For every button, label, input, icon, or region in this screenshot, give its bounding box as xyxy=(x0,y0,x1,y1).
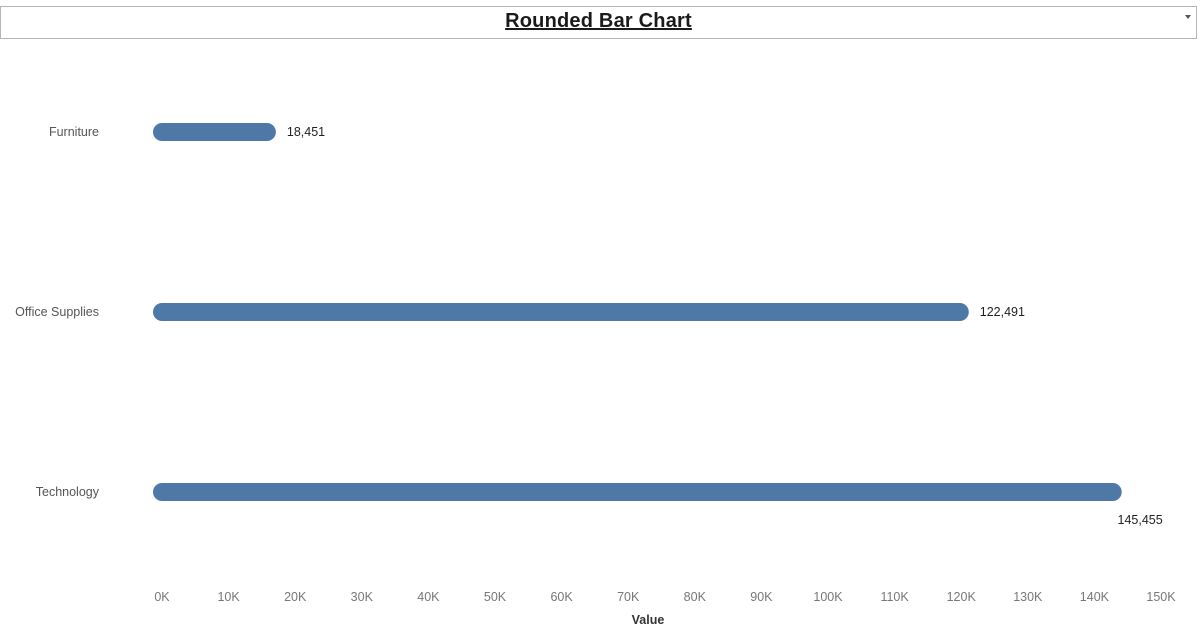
x-tick-label: 70K xyxy=(617,590,640,604)
category-label: Office Supplies xyxy=(15,305,99,319)
x-tick-label: 150K xyxy=(1146,590,1176,604)
value-label: 145,455 xyxy=(1118,513,1163,527)
x-tick-label: 80K xyxy=(684,590,707,604)
x-tick-label: 30K xyxy=(351,590,374,604)
x-tick-label: 50K xyxy=(484,590,507,604)
x-tick-label: 10K xyxy=(217,590,240,604)
dropdown-arrow-icon[interactable] xyxy=(1185,15,1191,19)
x-tick-label: 60K xyxy=(550,590,573,604)
category-label: Furniture xyxy=(49,125,99,139)
x-axis-title: Value xyxy=(632,613,665,627)
value-label: 122,491 xyxy=(980,305,1025,319)
x-tick-label: 110K xyxy=(880,590,909,604)
x-tick-label: 40K xyxy=(417,590,440,604)
x-tick-label: 20K xyxy=(284,590,307,604)
bar[interactable] xyxy=(153,303,969,321)
x-tick-label: 140K xyxy=(1080,590,1110,604)
x-tick-label: 90K xyxy=(750,590,773,604)
x-tick-label: 130K xyxy=(1013,590,1043,604)
bar[interactable] xyxy=(153,123,276,141)
bar[interactable] xyxy=(153,483,1122,501)
x-tick-label: 0K xyxy=(154,590,170,604)
category-label: Technology xyxy=(36,485,100,499)
x-tick-label: 100K xyxy=(813,590,843,604)
title-bar: Rounded Bar Chart xyxy=(0,6,1197,39)
x-tick-label: 120K xyxy=(947,590,977,604)
value-label: 18,451 xyxy=(287,125,325,139)
chart-title: Rounded Bar Chart xyxy=(505,10,692,32)
